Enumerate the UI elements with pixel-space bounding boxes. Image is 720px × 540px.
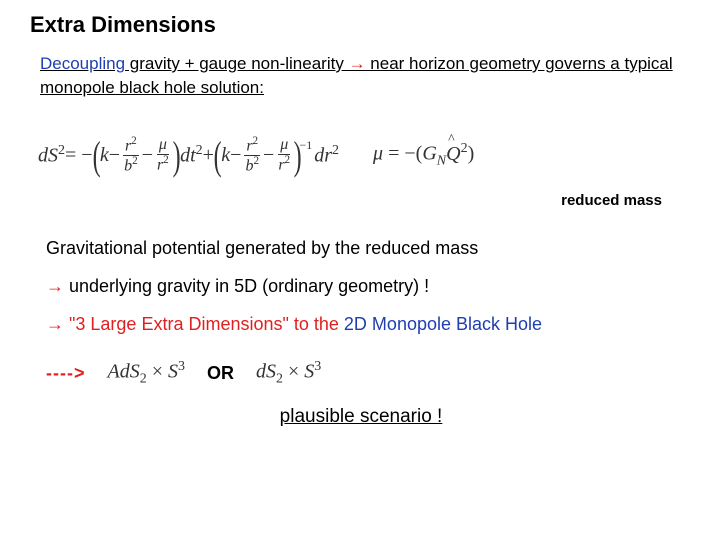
- page-title: Extra Dimensions: [30, 12, 692, 38]
- frac-r2b2-b: r2b2: [243, 136, 261, 175]
- eq-dS: dS: [38, 145, 58, 167]
- mu-equation: μ = −(GNQ2): [373, 141, 474, 170]
- frac-r2b2-a: r2b2: [122, 136, 140, 175]
- eq-dr: dr: [314, 145, 332, 167]
- eq-k1: k: [100, 144, 109, 167]
- result-row: ----> AdS2 × S3 OR dS2 × S3: [46, 359, 682, 388]
- ads2-s3: AdS2 × S3: [108, 359, 186, 388]
- mu-sym: μ: [373, 143, 383, 165]
- eq-minus-b: −: [142, 144, 153, 167]
- ds-sub: 2: [276, 372, 283, 387]
- rparen1: ): [172, 136, 180, 176]
- eq-minus-a: −: [109, 144, 120, 167]
- line-5d: → underlying gravity in 5D (ordinary geo…: [46, 273, 682, 299]
- eq-inv: −1: [299, 138, 312, 153]
- eq-dt: dt: [180, 145, 196, 167]
- line-5d-text: underlying gravity in 5D (ordinary geome…: [64, 276, 429, 296]
- main-equation: dS2 = − ( k − r2b2 − μr2 ) dt2 + ( k − r…: [38, 128, 339, 184]
- reduced-mass-label: reduced mass: [30, 192, 662, 209]
- ds-label: dS: [256, 361, 276, 383]
- plausible-line: plausible scenario !: [30, 406, 692, 428]
- eq-k2: k: [221, 144, 230, 167]
- ads-sub: 2: [140, 372, 147, 387]
- line-3large-a: "3 Large Extra Dimensions" to the: [64, 314, 344, 334]
- eq-dS-sup: 2: [58, 143, 65, 158]
- mu-close: ): [468, 143, 475, 165]
- mu-eq: = −(: [383, 143, 422, 165]
- slide-root: Extra Dimensions Decoupling gravity + ga…: [0, 0, 720, 540]
- frac-mur2-b: μr2: [276, 137, 292, 174]
- subtitle-decoupling: Decoupling: [40, 54, 125, 73]
- s-label-2: S: [304, 361, 314, 383]
- or-label: OR: [207, 363, 234, 384]
- mu-Q: Q: [446, 143, 460, 165]
- times-1: ×: [147, 361, 168, 383]
- lparen2: (: [214, 136, 222, 176]
- ads-label: AdS: [108, 361, 140, 383]
- line-3large: → "3 Large Extra Dimensions" to the 2D M…: [46, 311, 682, 337]
- dash-arrow: ---->: [46, 363, 86, 384]
- subtitle-part1: gravity + gauge non-linearity: [125, 54, 349, 73]
- s-sup-1: 3: [178, 359, 185, 374]
- eq-minus-d: −: [263, 144, 274, 167]
- mu-sq: 2: [461, 141, 468, 156]
- mu-G: G: [422, 143, 436, 165]
- arrow-icon: →: [46, 276, 64, 296]
- subtitle-arrow: →: [349, 54, 366, 73]
- subtitle-line: Decoupling gravity + gauge non-linearity…: [40, 52, 688, 100]
- mu-N: N: [437, 154, 446, 169]
- eq-plus: +: [203, 144, 214, 167]
- times-2: ×: [283, 361, 304, 383]
- line-3large-b: 2D Monopole Black Hole: [344, 314, 542, 334]
- line-gravitational: Gravitational potential generated by the…: [46, 235, 682, 261]
- eq-equals: = −: [65, 144, 93, 167]
- ds2-s3: dS2 × S3: [256, 359, 321, 388]
- eq-minus-c: −: [230, 144, 241, 167]
- arrow-icon-2: →: [46, 314, 64, 334]
- frac-mur2-a: μr2: [155, 137, 171, 174]
- s-sup-2: 3: [314, 359, 321, 374]
- equation-row: dS2 = − ( k − r2b2 − μr2 ) dt2 + ( k − r…: [38, 128, 692, 184]
- lparen1: (: [92, 136, 100, 176]
- s-label-1: S: [168, 361, 178, 383]
